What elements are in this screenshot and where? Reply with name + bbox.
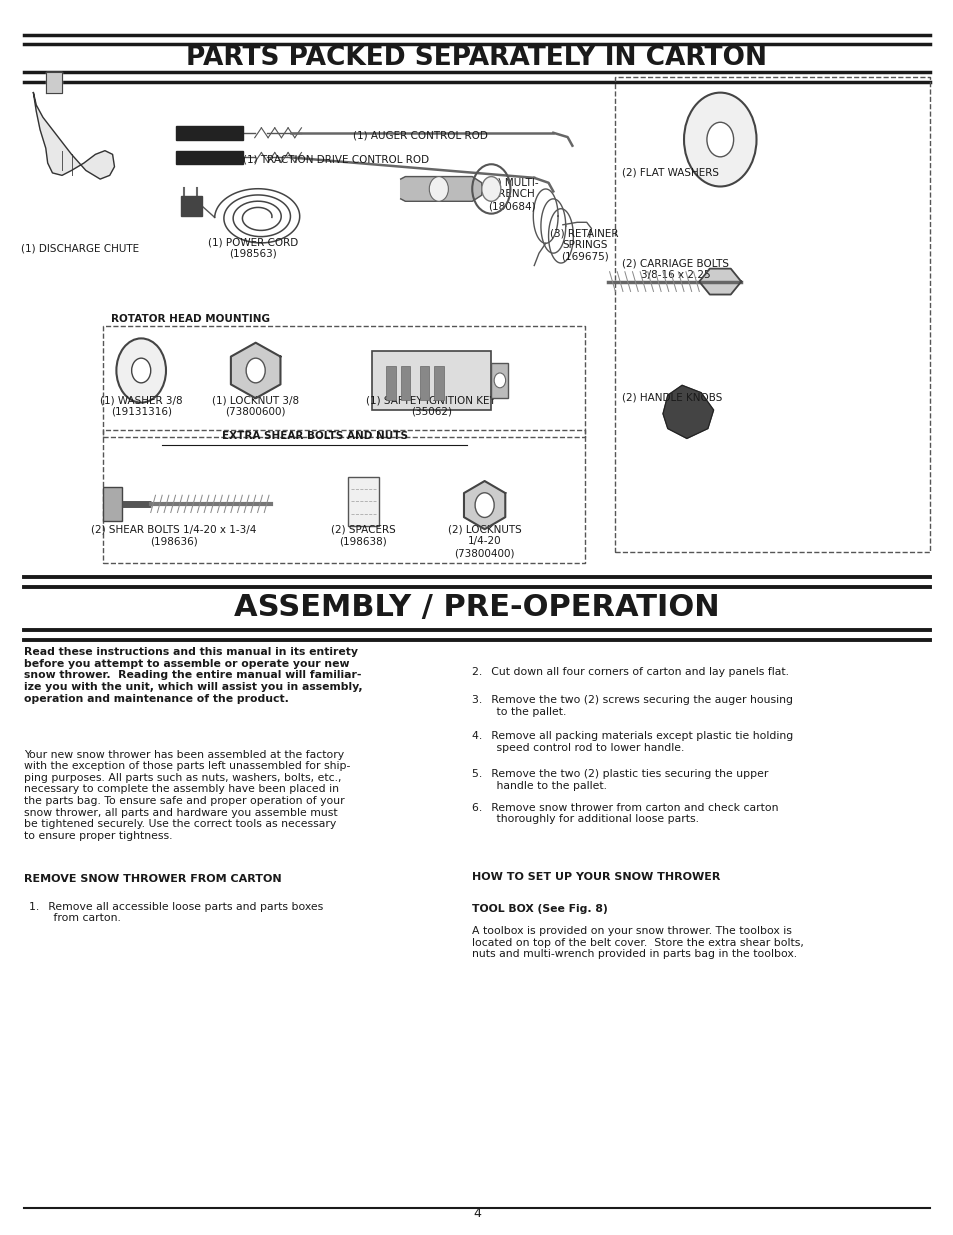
Text: ROTATOR HEAD MOUNTING: ROTATOR HEAD MOUNTING <box>112 314 270 324</box>
Text: 5.  Remove the two (2) plastic ties securing the upper
       handle to the pall: 5. Remove the two (2) plastic ties secur… <box>472 769 768 790</box>
Text: ASSEMBLY / PRE-OPERATION: ASSEMBLY / PRE-OPERATION <box>233 593 720 622</box>
Text: REMOVE SNOW THROWER FROM CARTON: REMOVE SNOW THROWER FROM CARTON <box>24 874 281 884</box>
Text: A toolbox is provided on your snow thrower. The toolbox is
located on top of the: A toolbox is provided on your snow throw… <box>472 926 803 960</box>
Text: (1) TRACTION DRIVE CONTROL ROD: (1) TRACTION DRIVE CONTROL ROD <box>243 154 429 165</box>
Text: (1) POWER CORD
(198563): (1) POWER CORD (198563) <box>208 237 298 258</box>
Text: (2) FLAT WASHERS: (2) FLAT WASHERS <box>621 168 719 178</box>
Text: (2) CARRIAGE BOLTS
3/8-16 x 2.25: (2) CARRIAGE BOLTS 3/8-16 x 2.25 <box>621 258 728 279</box>
Text: Read these instructions and this manual in its entirety
before you attempt to as: Read these instructions and this manual … <box>24 647 362 704</box>
Bar <box>400 366 410 400</box>
Text: 2.  Cut down all four corners of carton and lay panels flat.: 2. Cut down all four corners of carton a… <box>472 667 788 677</box>
Circle shape <box>475 493 494 517</box>
Text: (2) SHEAR BOLTS 1/4-20 x 1-3/4
(198636): (2) SHEAR BOLTS 1/4-20 x 1-3/4 (198636) <box>91 525 256 546</box>
Circle shape <box>494 373 505 388</box>
Text: TOOL BOX (See Fig. 8): TOOL BOX (See Fig. 8) <box>472 904 607 914</box>
Circle shape <box>429 177 448 201</box>
Bar <box>434 366 443 400</box>
Circle shape <box>116 338 166 403</box>
Text: 4: 4 <box>473 1207 480 1220</box>
Bar <box>348 477 378 526</box>
Polygon shape <box>33 93 114 179</box>
Circle shape <box>706 122 733 157</box>
Circle shape <box>132 358 151 383</box>
Text: (2) LOCKNUTS
1/4-20
(73800400): (2) LOCKNUTS 1/4-20 (73800400) <box>447 525 521 558</box>
Circle shape <box>246 358 265 383</box>
Text: PARTS PACKED SEPARATELY IN CARTON: PARTS PACKED SEPARATELY IN CARTON <box>186 44 767 72</box>
Bar <box>386 366 395 400</box>
Polygon shape <box>231 343 280 398</box>
Text: (3) RETAINER
SPRINGS
(169675): (3) RETAINER SPRINGS (169675) <box>550 228 618 262</box>
Bar <box>419 366 429 400</box>
Text: (1) SAFTEY IGNITION KEY
(35062): (1) SAFTEY IGNITION KEY (35062) <box>366 395 496 416</box>
Polygon shape <box>400 177 481 201</box>
Polygon shape <box>662 385 713 438</box>
Text: 1.  Remove all accessible loose parts and parts boxes
       from carton.: 1. Remove all accessible loose parts and… <box>29 902 322 923</box>
Text: (1) DISCHARGE CHUTE: (1) DISCHARGE CHUTE <box>21 243 139 253</box>
Polygon shape <box>463 482 505 529</box>
Bar <box>176 151 243 164</box>
Polygon shape <box>46 72 62 93</box>
Bar <box>372 351 491 410</box>
Bar <box>176 126 243 140</box>
Text: (1) MULTI-
WRENCH
(180684): (1) MULTI- WRENCH (180684) <box>486 178 537 211</box>
Text: (2) SPACERS
(198638): (2) SPACERS (198638) <box>331 525 395 546</box>
Bar <box>491 363 508 398</box>
Bar <box>103 487 122 521</box>
Circle shape <box>683 93 756 186</box>
Text: (1) LOCKNUT 3/8
(73800600): (1) LOCKNUT 3/8 (73800600) <box>212 395 299 416</box>
Bar <box>181 196 202 216</box>
Text: Your new snow thrower has been assembled at the factory
with the exception of th: Your new snow thrower has been assembled… <box>24 750 350 841</box>
Polygon shape <box>699 269 740 294</box>
Text: 4.  Remove all packing materials except plastic tie holding
       speed control: 4. Remove all packing materials except p… <box>472 731 793 752</box>
Text: HOW TO SET UP YOUR SNOW THROWER: HOW TO SET UP YOUR SNOW THROWER <box>472 872 720 882</box>
Text: (1) WASHER 3/8
(19131316): (1) WASHER 3/8 (19131316) <box>100 395 182 416</box>
Text: (2) HANDLE KNOBS: (2) HANDLE KNOBS <box>621 393 721 403</box>
Text: EXTRA SHEAR BOLTS AND NUTS: EXTRA SHEAR BOLTS AND NUTS <box>222 431 407 441</box>
Text: 3.  Remove the two (2) screws securing the auger housing
       to the pallet.: 3. Remove the two (2) screws securing th… <box>472 695 792 716</box>
Text: (1) AUGER CONTROL ROD: (1) AUGER CONTROL ROD <box>353 131 487 141</box>
Text: 6.  Remove snow thrower from carton and check carton
       thoroughly for addit: 6. Remove snow thrower from carton and c… <box>472 803 778 824</box>
Circle shape <box>481 177 500 201</box>
